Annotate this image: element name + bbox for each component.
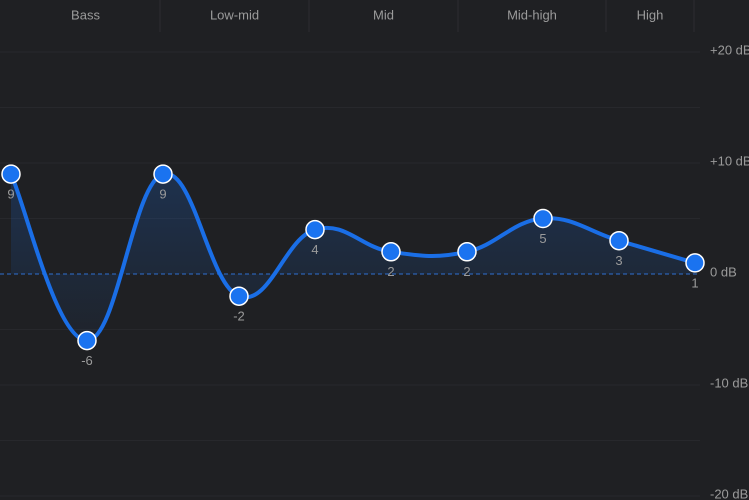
value-label: 2 [387, 264, 394, 279]
band-handle[interactable] [153, 164, 173, 184]
y-tick-label: -20 dB [710, 486, 748, 500]
y-tick-label: 0 dB [710, 264, 737, 279]
band-label: Low-mid [210, 7, 259, 22]
y-tick-label: +20 dB [710, 42, 749, 57]
value-label: 1 [691, 275, 698, 290]
y-tick-label: +10 dB [710, 153, 749, 168]
band-label: Mid [373, 7, 394, 22]
band-handle[interactable] [533, 208, 553, 229]
band-handle[interactable] [381, 242, 401, 262]
band-handle[interactable] [305, 219, 325, 240]
band-label: Bass [71, 7, 100, 22]
value-label: 9 [7, 187, 14, 202]
band-handle[interactable] [229, 286, 249, 306]
band-label: Mid-high [507, 7, 557, 22]
y-tick-label: -10 dB [710, 375, 748, 390]
band-handle[interactable] [77, 330, 97, 351]
band-handle[interactable] [609, 230, 629, 251]
band-handle[interactable] [1, 164, 21, 184]
band-label: High [637, 7, 664, 22]
curve [9, 172, 697, 343]
value-label: 9 [159, 187, 166, 202]
value-label: -6 [81, 353, 93, 368]
band-handle[interactable] [685, 253, 705, 273]
value-label: 5 [539, 231, 546, 246]
area [11, 173, 695, 341]
value-label: -2 [233, 309, 245, 324]
value-label: 2 [463, 264, 470, 279]
value-label: 4 [311, 242, 318, 257]
value-label: 3 [615, 253, 622, 268]
band-handle[interactable] [457, 242, 477, 262]
